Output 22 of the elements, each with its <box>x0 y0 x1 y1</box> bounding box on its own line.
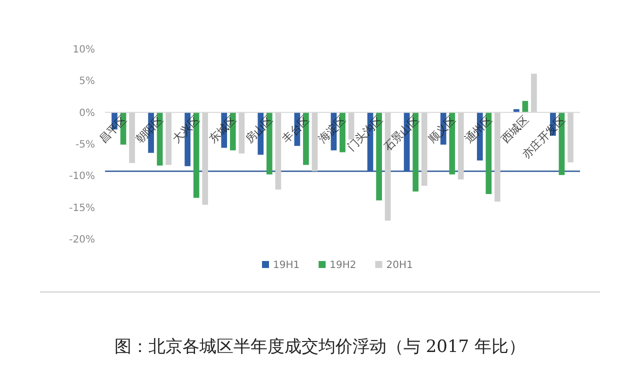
y-tick-label: -5% <box>76 140 95 150</box>
x-tick-label: 丰台区 <box>280 113 312 146</box>
legend-label: 19H1 <box>273 260 300 271</box>
x-tick-label: 东城区 <box>206 113 240 146</box>
x-tick-label: 房山区 <box>243 113 276 146</box>
bar <box>514 109 520 112</box>
x-tick-label: 大兴区 <box>170 113 202 146</box>
y-tick-label: 5% <box>79 76 95 88</box>
y-tick-label: 0% <box>79 108 95 119</box>
text: 图：北京各城区半年度成交均价浮动（与 2017 年比） <box>114 337 526 357</box>
x-tick-label: 昌平区 <box>96 113 130 146</box>
x-tick-label: 朝阳区 <box>133 113 166 146</box>
y-tick-label: -20% <box>69 234 95 246</box>
x-tick-label: 顺义区 <box>426 113 458 146</box>
x-tick-label: 西城区 <box>498 113 532 146</box>
legend-label: 20H1 <box>386 260 413 271</box>
y-tick-label: -15% <box>69 202 95 214</box>
bar <box>522 100 528 112</box>
legend-label: 19H2 <box>330 260 356 271</box>
x-tick-label: 通州区 <box>462 113 495 146</box>
y-tick-label: -10% <box>69 171 95 182</box>
y-tick-label: 10% <box>72 44 95 56</box>
